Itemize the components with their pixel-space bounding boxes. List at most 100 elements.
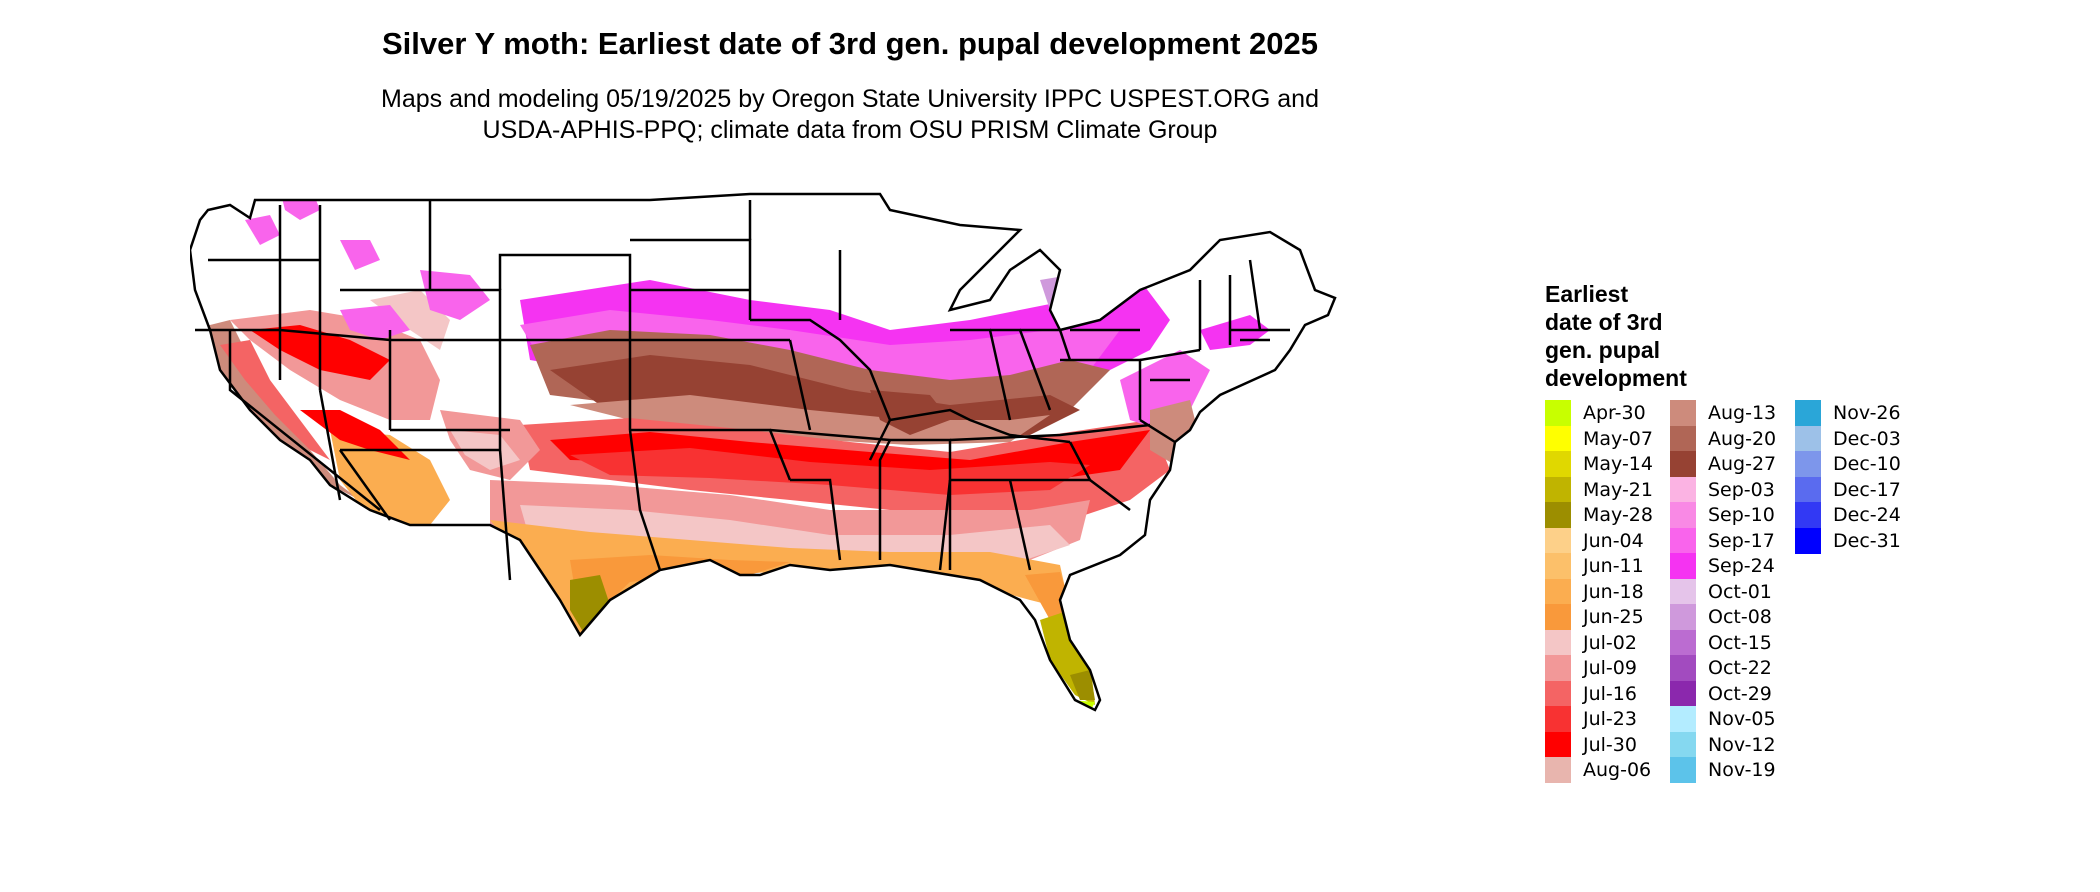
legend-title-line: gen. pupal <box>1545 337 1660 363</box>
legend-item: Oct-08 <box>1670 604 1772 630</box>
legend-item: Sep-10 <box>1670 502 1775 528</box>
legend-label: Oct-15 <box>1708 631 1772 654</box>
legend-label: Oct-08 <box>1708 606 1772 628</box>
legend-label: Dec-10 <box>1833 453 1901 475</box>
legend-item: Apr-30 <box>1545 400 1646 426</box>
legend-swatch <box>1545 527 1571 554</box>
subtitle-line-1: Maps and modeling 05/19/2025 by Oregon S… <box>381 85 1319 113</box>
legend-swatch <box>1795 451 1821 477</box>
legend-label: May-07 <box>1583 427 1653 450</box>
legend-label: Oct-01 <box>1708 580 1772 603</box>
state-borders <box>190 192 1337 712</box>
legend-item: Jul-09 <box>1545 655 1637 681</box>
legend-label: Dec-24 <box>1833 504 1901 526</box>
legend-label: Jul-16 <box>1583 682 1637 705</box>
legend-swatch <box>1545 400 1571 426</box>
legend-label: Sep-17 <box>1708 529 1775 552</box>
legend-label: Nov-05 <box>1708 708 1776 730</box>
legend-label: Oct-29 <box>1708 682 1772 705</box>
legend-item: Oct-15 <box>1670 629 1772 656</box>
legend-swatch <box>1670 578 1696 605</box>
legend-swatch <box>1795 425 1821 452</box>
legend-swatch <box>1670 680 1696 707</box>
legend-swatch <box>1545 604 1571 630</box>
map-title: Silver Y moth: Earliest date of 3rd gen.… <box>381 26 1319 61</box>
legend-item: Nov-26 <box>1795 400 1901 426</box>
legend-label: Nov-12 <box>1708 733 1776 756</box>
legend-label: Sep-10 <box>1708 504 1775 526</box>
legend-label: Jul-09 <box>1583 657 1637 679</box>
legend-item: May-14 <box>1545 451 1653 477</box>
legend-label: Jun-11 <box>1583 555 1644 577</box>
legend-label: Dec-17 <box>1833 478 1901 501</box>
legend-swatch <box>1670 757 1696 783</box>
legend-label: Sep-03 <box>1708 478 1775 501</box>
legend-swatch <box>1670 706 1696 732</box>
legend-item: Aug-27 <box>1670 451 1776 477</box>
legend-item: Sep-17 <box>1670 527 1775 554</box>
legend-label: Oct-22 <box>1708 657 1772 679</box>
legend-swatch <box>1545 451 1571 477</box>
legend-swatch <box>1670 604 1696 630</box>
legend-label: Aug-06 <box>1583 759 1652 781</box>
legend: Earliest date of 3rd gen. pupal developm… <box>1545 280 2065 800</box>
legend-swatch <box>1670 655 1696 681</box>
legend-label: Sep-24 <box>1708 555 1775 577</box>
legend-item: Nov-19 <box>1670 757 1776 783</box>
legend-swatch <box>1670 400 1696 426</box>
legend-swatch <box>1795 476 1821 503</box>
legend-swatch <box>1670 451 1696 477</box>
legend-label: Jun-04 <box>1583 529 1644 552</box>
legend-label: Nov-26 <box>1833 402 1901 424</box>
legend-label: Jun-18 <box>1583 580 1644 603</box>
legend-label: Dec-31 <box>1833 529 1901 552</box>
legend-item: Dec-03 <box>1795 425 1901 452</box>
legend-swatch <box>1670 731 1696 758</box>
legend-swatch <box>1670 527 1696 554</box>
legend-item: Jun-11 <box>1545 553 1644 579</box>
legend-title-line: development <box>1545 365 1687 391</box>
legend-swatch <box>1670 502 1696 528</box>
legend-label: Jul-23 <box>1583 708 1637 730</box>
legend-item: Sep-03 <box>1670 476 1775 503</box>
legend-item: Jul-02 <box>1545 629 1637 656</box>
legend-item: Jun-25 <box>1545 604 1644 630</box>
legend-label: Aug-13 <box>1708 402 1777 424</box>
legend-swatch <box>1545 757 1571 783</box>
legend-swatch <box>1545 425 1571 452</box>
legend-item: Nov-12 <box>1670 731 1776 758</box>
legend-swatch <box>1545 680 1571 707</box>
legend-swatch <box>1670 425 1696 452</box>
legend-item: Aug-06 <box>1545 757 1651 783</box>
legend-swatch <box>1545 578 1571 605</box>
legend-swatch <box>1545 553 1571 579</box>
legend-item: Dec-17 <box>1795 476 1901 503</box>
legend-swatch <box>1545 502 1571 528</box>
map-subtitle: Maps and modeling 05/19/2025 by Oregon S… <box>300 84 1400 146</box>
legend-item: Oct-29 <box>1670 680 1772 707</box>
legend-label: Nov-19 <box>1708 759 1776 781</box>
legend-label: Jul-30 <box>1583 733 1637 756</box>
development-date-raster <box>190 194 1335 710</box>
legend-swatch <box>1545 629 1571 656</box>
legend-label: Jun-25 <box>1583 606 1644 628</box>
legend-item: Nov-05 <box>1670 706 1776 732</box>
legend-title-line: Earliest <box>1545 281 1629 307</box>
legend-item: Oct-01 <box>1670 578 1772 605</box>
legend-label: Dec-03 <box>1833 427 1901 450</box>
legend-item: Jul-23 <box>1545 706 1637 732</box>
legend-item: Aug-20 <box>1670 425 1776 452</box>
legend-label: May-14 <box>1583 453 1653 475</box>
legend-swatch <box>1795 527 1821 554</box>
legend-item: May-28 <box>1545 502 1653 528</box>
legend-item: Jun-18 <box>1545 578 1644 605</box>
legend-swatch <box>1670 476 1696 503</box>
legend-swatch <box>1545 706 1571 732</box>
legend-item: Jun-04 <box>1545 527 1644 554</box>
legend-title-line: date of 3rd <box>1545 309 1663 335</box>
legend-swatch <box>1545 731 1571 758</box>
legend-swatch <box>1795 400 1821 426</box>
legend-label: Aug-27 <box>1708 453 1777 475</box>
legend-item: Dec-24 <box>1795 502 1901 528</box>
legend-swatch <box>1795 502 1821 528</box>
